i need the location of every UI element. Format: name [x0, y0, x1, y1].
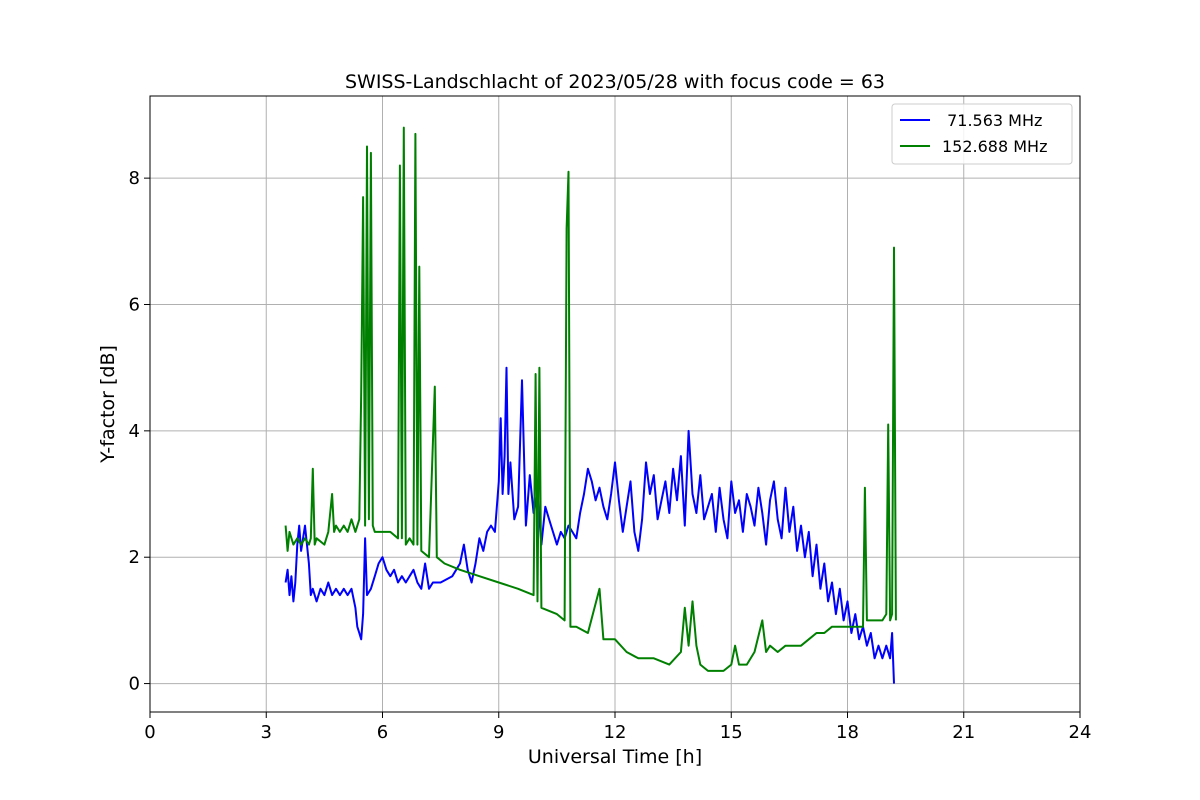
legend-label-1: 71.563 MHz: [942, 111, 1042, 130]
x-axis-label: Universal Time [h]: [528, 746, 702, 768]
x-tick-label: 3: [261, 722, 272, 743]
legend-box: [891, 103, 1073, 165]
x-tick-label: 24: [1069, 722, 1092, 743]
chart-title: SWISS-Landschlacht of 2023/05/28 with fo…: [345, 71, 885, 93]
y-tick-label: 0: [129, 674, 140, 695]
legend-label-2: 152.688 MHz: [942, 137, 1047, 156]
y-tick-label: 4: [129, 421, 140, 442]
y-tick-label: 8: [129, 168, 140, 189]
series-line-1: [284, 366, 895, 684]
y-tick-label: 6: [129, 294, 140, 315]
x-tick-label: 0: [144, 722, 155, 743]
series-line-2: [284, 126, 897, 672]
x-tick-label: 15: [720, 722, 743, 743]
x-tick-label: 12: [604, 722, 627, 743]
y-axis-label: Y-factor [dB]: [97, 345, 119, 464]
y-tick-label: 2: [129, 547, 140, 568]
x-tick-label: 6: [377, 722, 388, 743]
series-layer: [284, 126, 897, 684]
x-tick-label: 21: [952, 722, 975, 743]
x-tick-label: 9: [493, 722, 504, 743]
x-tick-label: 18: [836, 722, 859, 743]
legend: 71.563 MHz 152.688 MHz: [891, 103, 1073, 165]
